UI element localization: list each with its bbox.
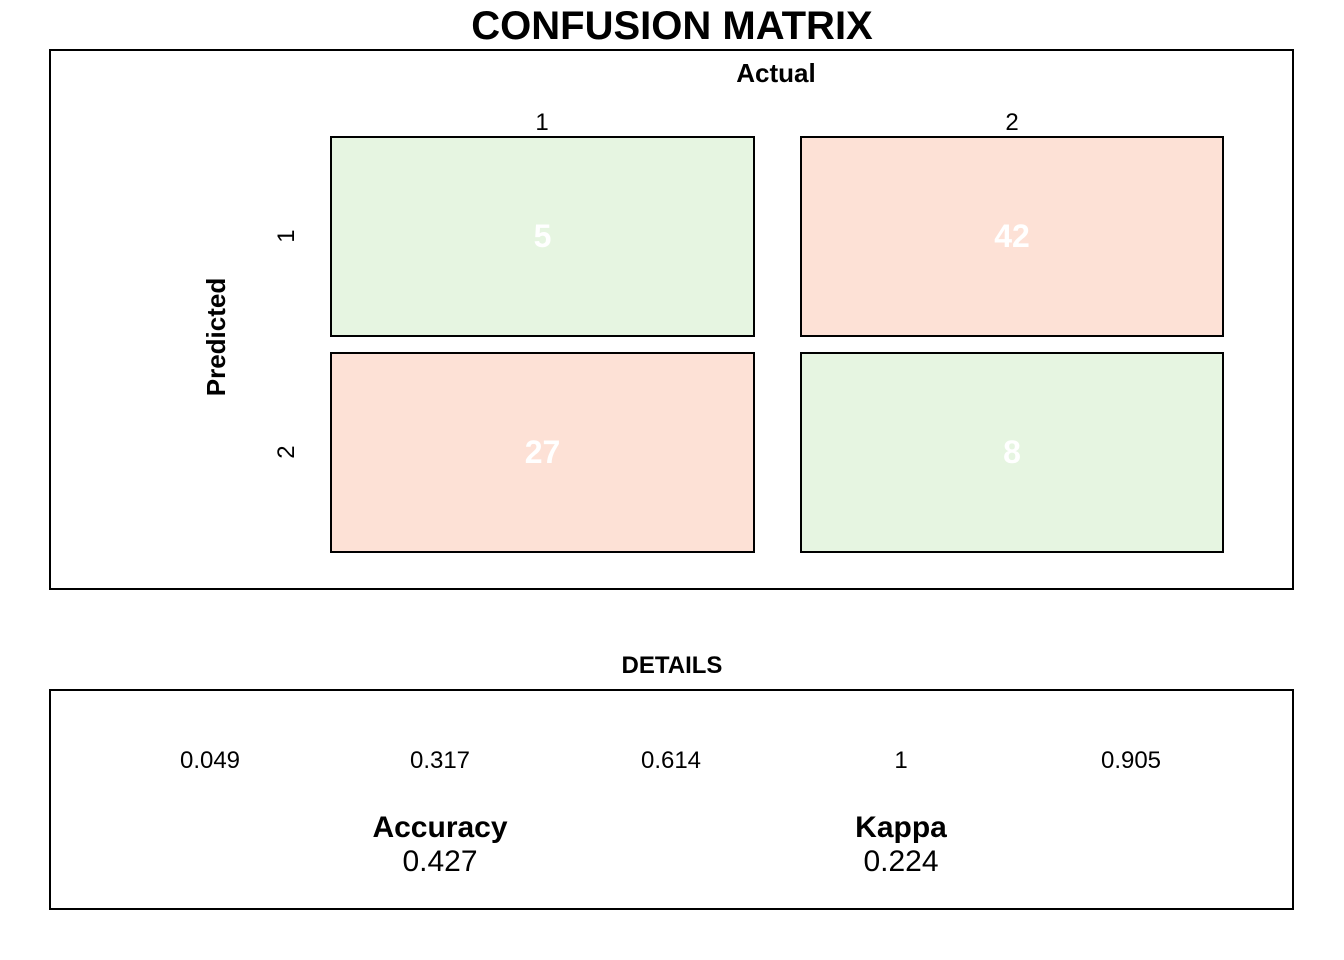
kappa-value: 0.224 [863,845,939,878]
cell-value: 5 [533,218,552,254]
x-tick-label-2: 2 [1005,109,1019,136]
matrix-cell-pred2-act2: 8 [800,352,1224,553]
accuracy-value: 0.427 [402,845,478,878]
cell-value: 8 [1003,434,1021,470]
matrix-frame [49,49,1294,590]
details-value: 0.317 [409,747,471,774]
details-title: DETAILS [621,652,723,679]
details-value: 0.614 [640,747,702,774]
details-value: 0.905 [1100,747,1162,774]
kappa-label: Kappa [855,811,947,844]
matrix-cell-pred1-act1: 5 [330,136,755,337]
details-value: 1 [894,747,908,774]
matrix-cell-pred1-act2: 42 [800,136,1224,337]
details-frame [49,689,1294,910]
x-axis-label: Actual [736,58,816,88]
y-tick-label-2: 2 [273,445,300,459]
y-axis-label: Predicted [201,277,231,397]
cell-value: 27 [524,434,561,470]
x-tick-label-1: 1 [535,109,549,136]
y-tick-label-1: 1 [273,229,300,243]
accuracy-label: Accuracy [372,811,508,844]
chart-title: CONFUSION MATRIX [471,4,873,48]
details-value: 0.049 [179,747,241,774]
matrix-cell-pred2-act1: 27 [330,352,755,553]
cell-value: 42 [994,218,1030,254]
